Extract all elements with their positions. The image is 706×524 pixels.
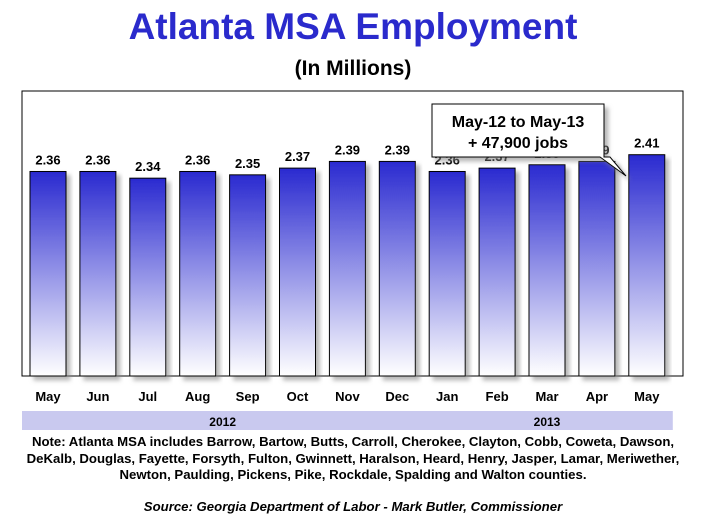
callout-box <box>431 103 627 177</box>
category-label-4: Sep <box>236 389 260 404</box>
bar-8 <box>428 170 466 377</box>
bar-11 <box>578 160 616 377</box>
bar-7 <box>378 160 416 377</box>
value-label-2: 2.34 <box>135 159 161 174</box>
annotation-callout: May-12 to May-13 + 47,900 jobs <box>431 103 627 177</box>
bar-5 <box>279 167 316 377</box>
bar-0 <box>29 170 67 377</box>
chart-title: Atlanta MSA Employment <box>128 6 578 47</box>
category-label-6: Nov <box>335 389 360 404</box>
chart-source: Source: Georgia Department of Labor - Ma… <box>143 499 563 514</box>
callout-line-1: May-12 to May-13 <box>452 114 585 131</box>
bar-chart: 2.362.362.342.362.352.372.392.392.362.37… <box>21 90 684 430</box>
category-label-11: Apr <box>586 389 608 404</box>
value-label-5: 2.37 <box>285 149 310 164</box>
category-label-3: Aug <box>185 389 210 404</box>
value-label-1: 2.36 <box>85 152 110 167</box>
bar-12 <box>628 154 666 377</box>
category-label-1: Jun <box>86 389 109 404</box>
year-label-2012: 2012 <box>209 415 236 429</box>
category-label-2: Jul <box>138 389 157 404</box>
bar-10 <box>528 164 566 377</box>
callout-line-2: + 47,900 jobs <box>468 135 568 152</box>
bar-2 <box>129 177 167 377</box>
bar-4 <box>229 174 267 377</box>
category-label-9: Feb <box>486 389 509 404</box>
category-label-5: Oct <box>287 389 309 404</box>
value-label-3: 2.36 <box>185 152 210 167</box>
category-label-10: Mar <box>535 389 558 404</box>
bar-6 <box>328 160 366 377</box>
value-label-4: 2.35 <box>235 156 260 171</box>
value-label-0: 2.36 <box>35 152 60 167</box>
chart-subtitle: (In Millions) <box>294 57 412 80</box>
year-label-2013: 2013 <box>534 415 561 429</box>
category-label-0: May <box>35 389 61 404</box>
value-label-6: 2.39 <box>335 142 360 157</box>
value-label-7: 2.39 <box>385 142 410 157</box>
chart-note: Note: Atlanta MSA includes Barrow, Barto… <box>26 434 680 482</box>
bar-9 <box>478 167 516 377</box>
category-label-8: Jan <box>436 389 458 404</box>
bar-1 <box>79 170 117 377</box>
value-label-12: 2.41 <box>634 136 659 151</box>
category-label-7: Dec <box>385 389 409 404</box>
year-band-2012 <box>22 411 424 430</box>
category-label-12: May <box>634 389 660 404</box>
year-band-2013 <box>421 411 673 430</box>
bar-3 <box>179 170 217 377</box>
